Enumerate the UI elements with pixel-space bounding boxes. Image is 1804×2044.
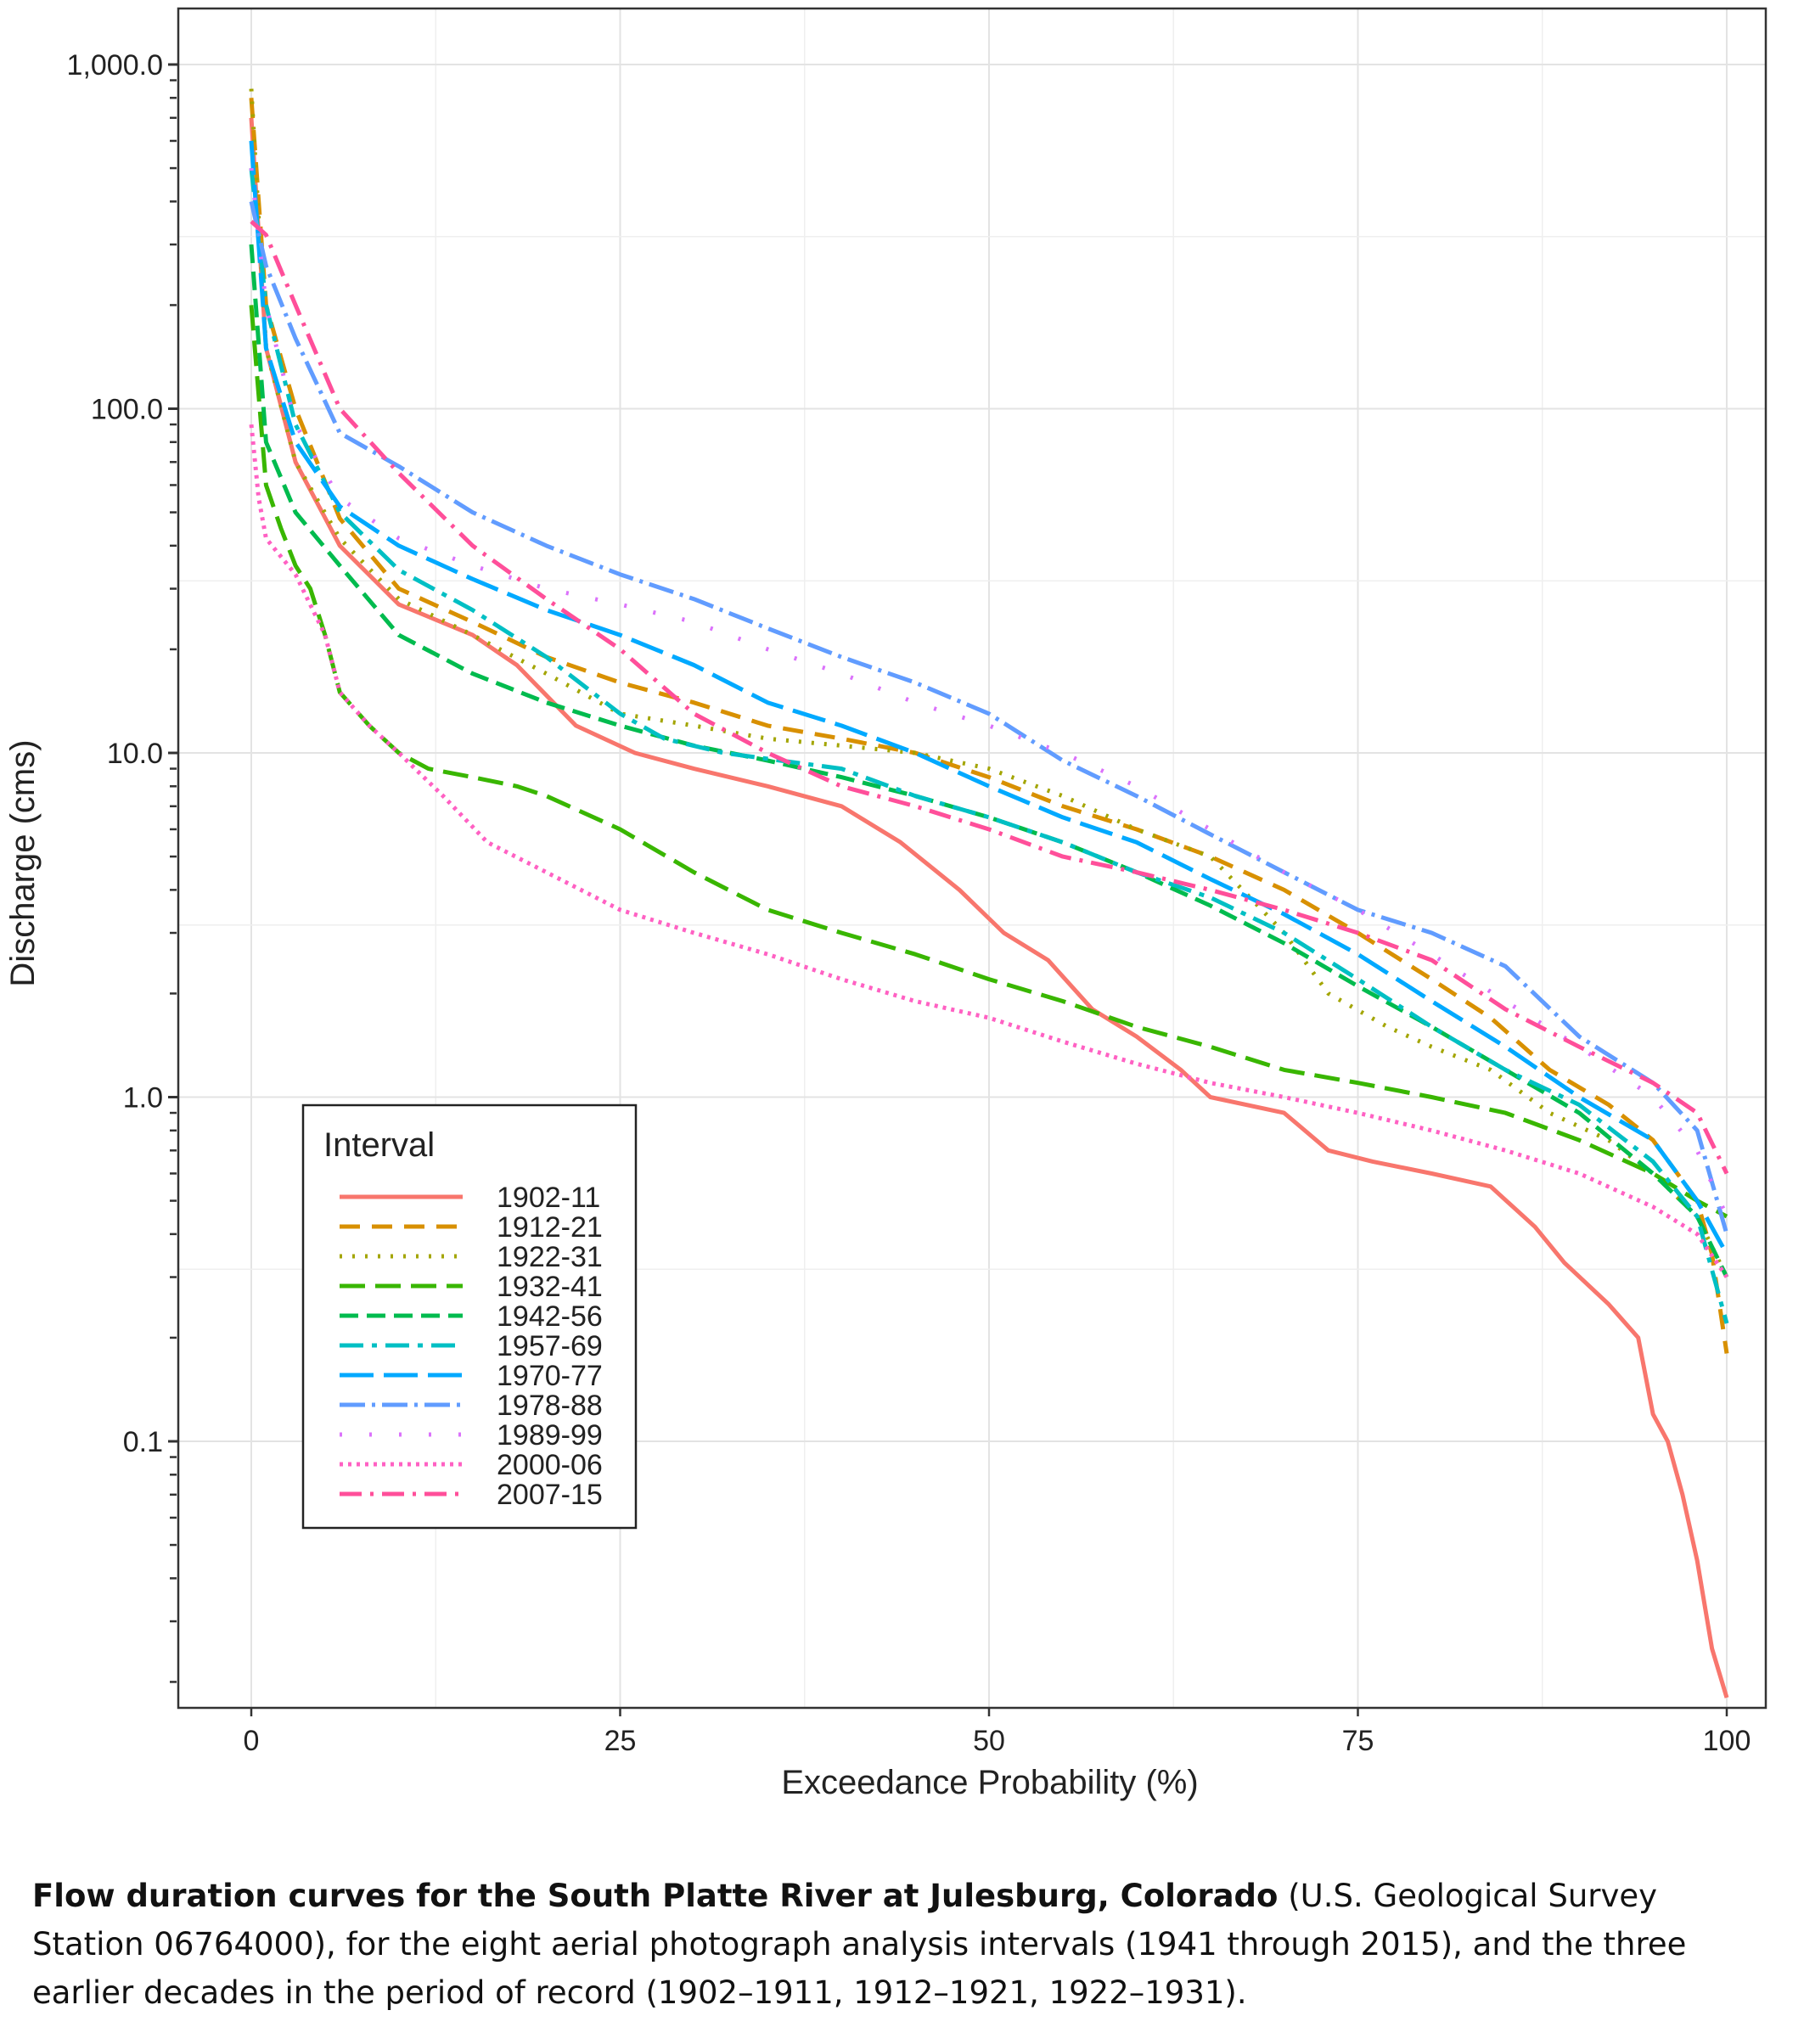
legend-label-1978-88: 1978-88: [497, 1390, 603, 1422]
legend-label-1989-99: 1989-99: [497, 1419, 603, 1452]
y-tick-label: 0.1: [123, 1426, 163, 1458]
legend-label-1970-77: 1970-77: [497, 1360, 603, 1392]
series-line-2007-15: [250, 220, 1729, 1175]
y-tick-label: 1,000.0: [67, 49, 163, 81]
x-tick-label: 75: [1342, 1725, 1374, 1757]
x-tick-label: 50: [973, 1725, 1005, 1757]
series-line-1978-88: [249, 200, 1729, 1235]
axes: 0 25 50 75 100 0.1 1.0 10.0 100.0 1,000.0: [67, 49, 1751, 1757]
series-line-1902-11: [249, 117, 1729, 1699]
x-axis-title: Exceedance Probability (%): [781, 1764, 1198, 1801]
y-tick-label: 1.0: [123, 1082, 163, 1115]
plot-background: [0, 0, 1804, 1833]
figure-caption: Flow duration curves for the South Platt…: [32, 1872, 1773, 2017]
series-line-1970-77: [249, 140, 1729, 1255]
flow-duration-chart: 0 25 50 75 100 0.1 1.0 10.0 100.0 1,000.0 Exceeda…: [0, 0, 1804, 1833]
caption-title: Flow duration curves for the South Platt…: [32, 1878, 1279, 1914]
y-axis-title: Discharge (cms): [4, 739, 42, 986]
x-tick-label: 0: [244, 1725, 260, 1757]
series-line-1912-21: [249, 98, 1729, 1354]
y-tick-label: 100.0: [91, 394, 163, 426]
legend-label-1912-21: 1912-21: [497, 1211, 603, 1244]
series-line-1957-69: [249, 167, 1729, 1324]
caption-text: (U.S. Geological Survey Station 06764000…: [32, 1878, 1687, 2011]
legend-label-1902-11: 1902-11: [497, 1182, 600, 1214]
legend-label-1957-69: 1957-69: [497, 1330, 603, 1362]
legend-label-1942-56: 1942-56: [497, 1300, 603, 1333]
y-tick-label: 10.0: [107, 738, 163, 770]
legend: Interval 1902-111912-211922-311932-41194…: [301, 1103, 638, 1530]
legend-label-2000-06: 2000-06: [497, 1449, 603, 1481]
x-tick-label: 25: [604, 1725, 637, 1757]
legend-label-1932-41: 1932-41: [497, 1271, 603, 1303]
legend-title: Interval: [323, 1126, 435, 1164]
legend-label-1922-31: 1922-31: [497, 1241, 603, 1273]
series-lines: [249, 88, 1729, 1699]
x-tick-label: 100: [1703, 1725, 1751, 1757]
legend-box: [301, 1103, 638, 1530]
legend-label-2007-15: 2007-15: [497, 1479, 603, 1511]
grid-lines: [178, 8, 1766, 1708]
plot-border: [177, 7, 1767, 1710]
series-line-2000-06: [249, 424, 1729, 1278]
legend-items: 1902-111912-211922-311932-411942-561957-…: [340, 1182, 603, 1511]
